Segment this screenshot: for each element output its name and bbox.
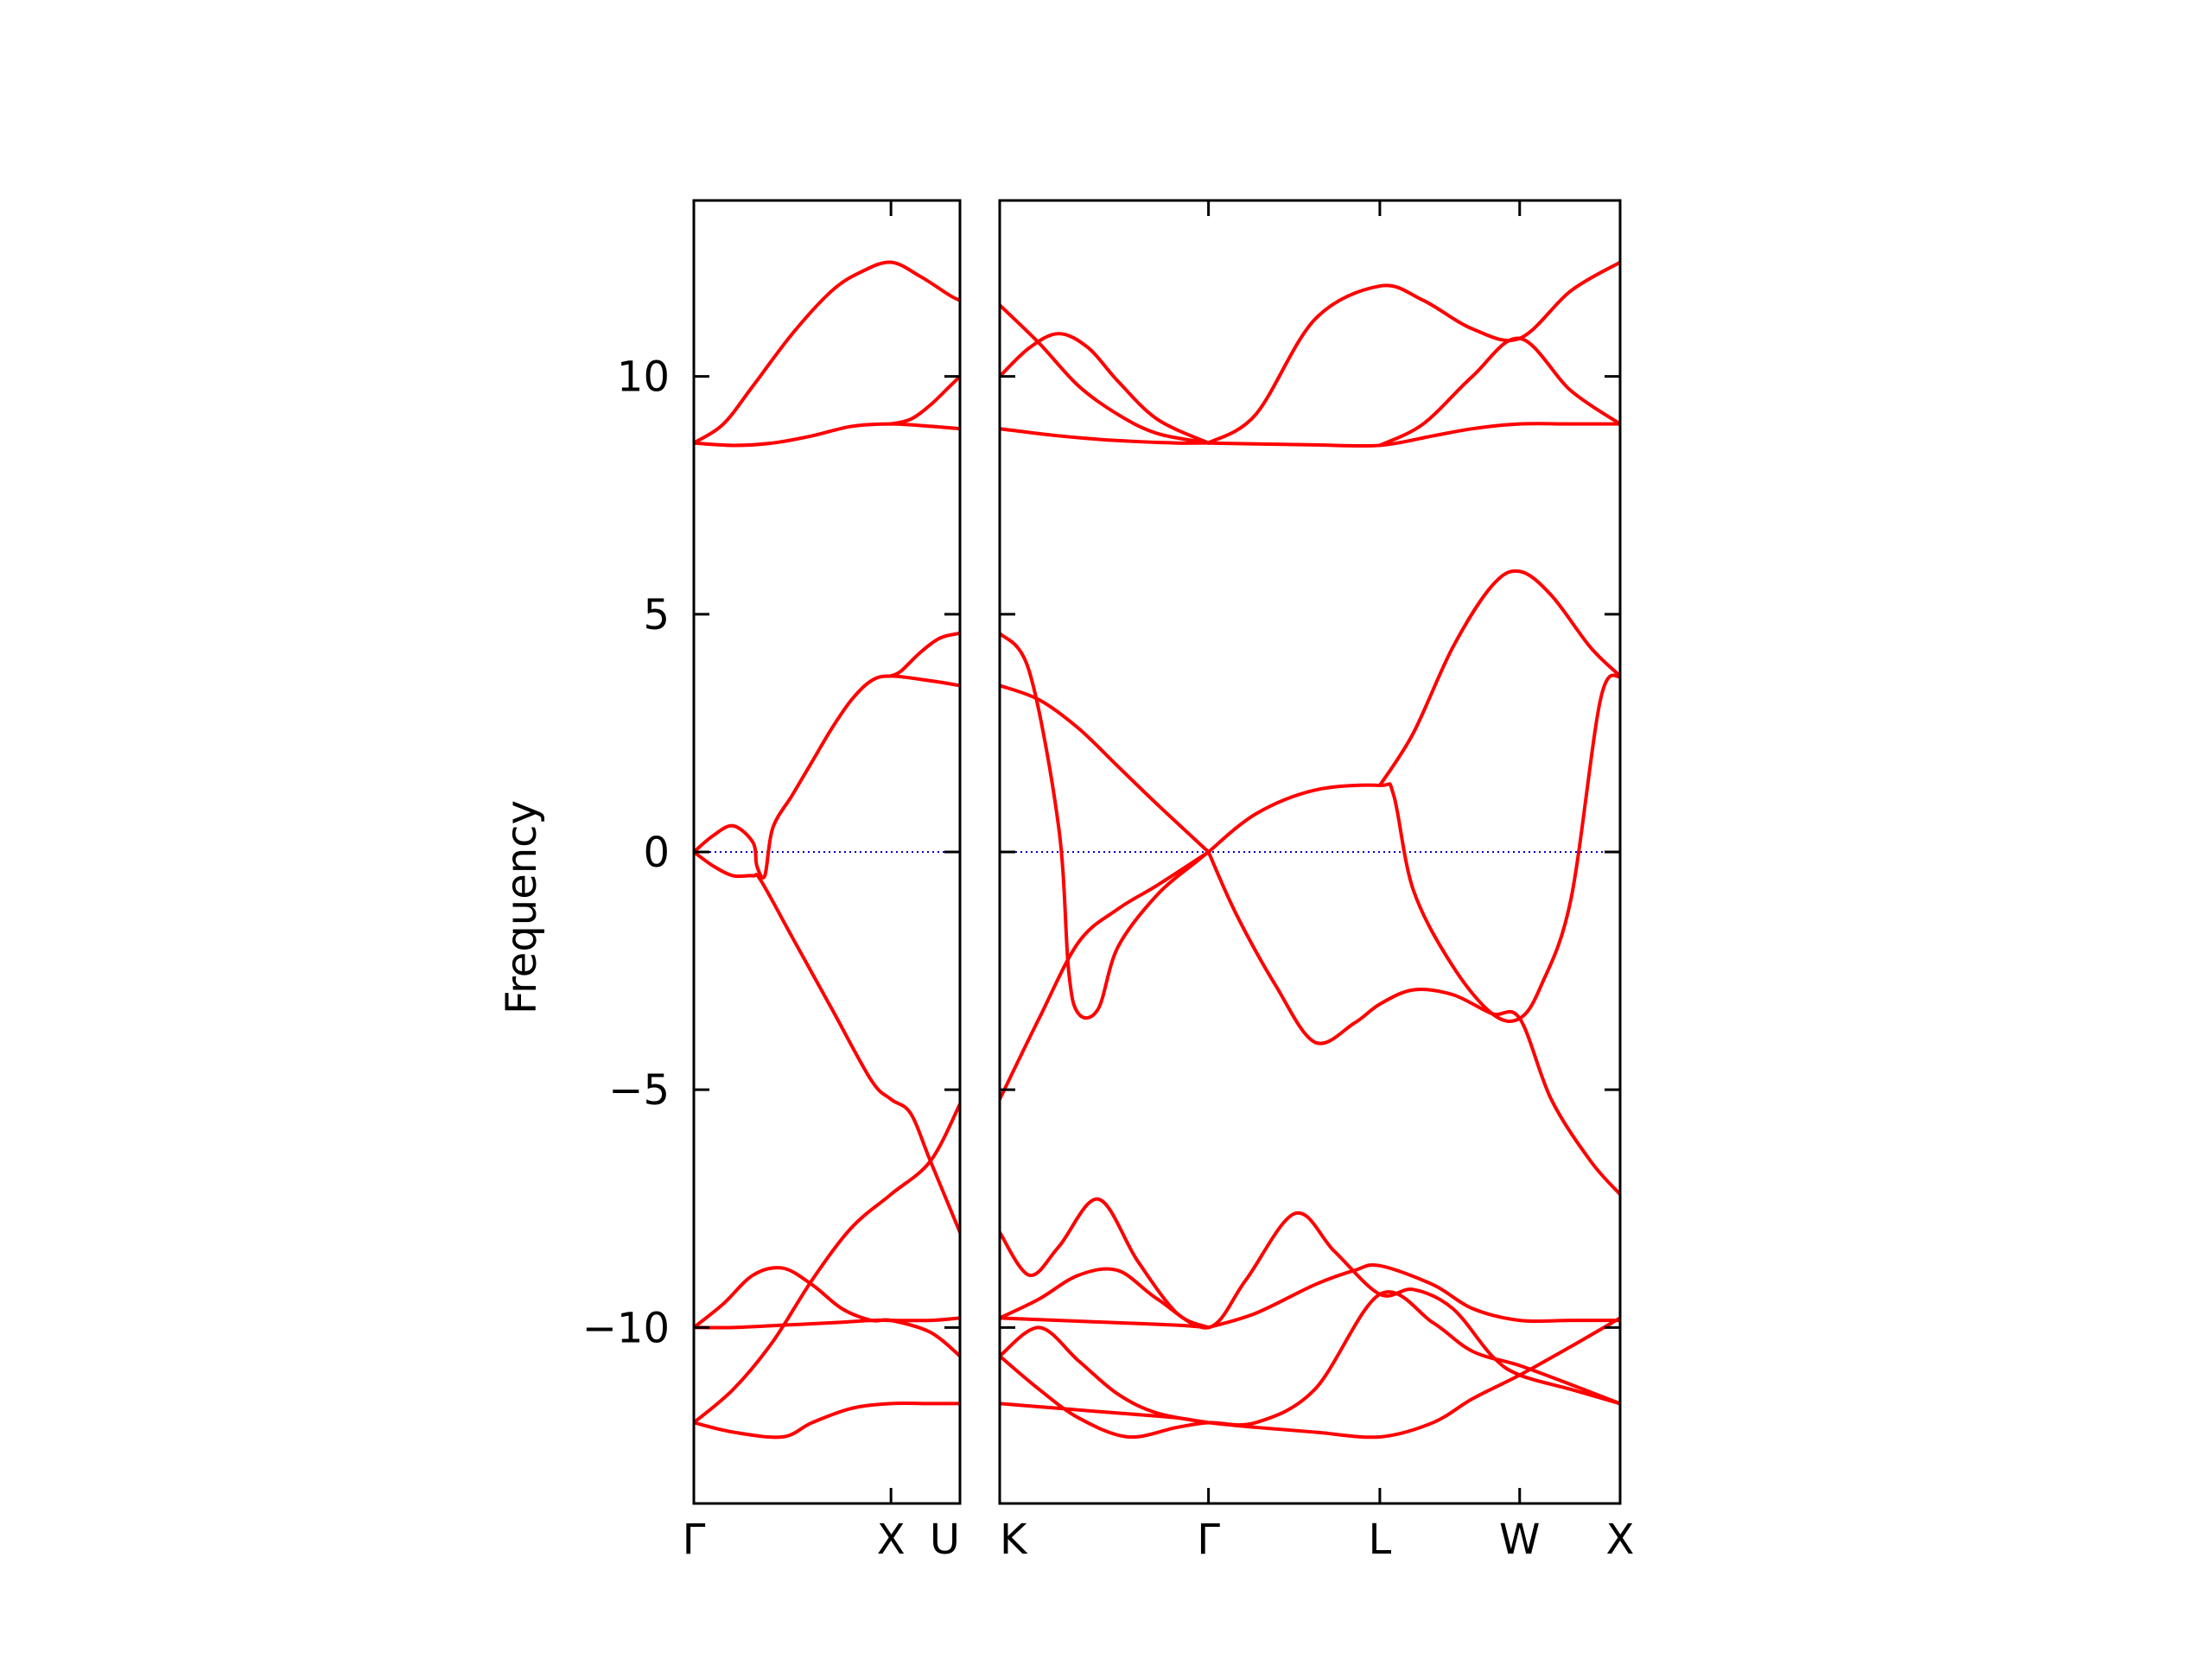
panel-1-band-17: [1206, 260, 1620, 445]
panel-1-band-5: [1206, 1263, 1620, 1330]
panel-0-band-10: [694, 260, 960, 445]
panel-1-band-12: [1000, 631, 1211, 1020]
panel-1-band-4: [1000, 1316, 1211, 1330]
panel-0-xtick-label-0: Γ: [683, 1516, 706, 1564]
panel-0-band-5: [694, 850, 960, 1235]
panel-1-band-8: [1206, 850, 1620, 1197]
panel-0-plot-area: [694, 260, 960, 1440]
panel-0-xtick-label-2: U: [930, 1516, 960, 1564]
panel-1-band-13: [1377, 569, 1620, 787]
panel-0-band-7: [889, 631, 960, 678]
panel-1-xtick-label-4: X: [1606, 1516, 1635, 1564]
panel-0-xtick-label-1: X: [877, 1516, 906, 1564]
panel-1-xtick-label-1: Γ: [1197, 1516, 1220, 1564]
panel-1-xtick-label-0: K: [1000, 1516, 1028, 1564]
panel-1-band-14: [1000, 422, 1620, 448]
ytick-label-4: −10: [582, 1304, 670, 1352]
panel-1-band-3: [1000, 1325, 1211, 1425]
panel-1-band-9: [1000, 850, 1211, 1102]
panel-0-band-2: [694, 1102, 960, 1425]
panel-1-band-6: [1000, 1211, 1620, 1406]
y-axis-label: Frequency: [498, 800, 546, 1014]
ytick-label-2: 0: [643, 829, 670, 877]
ytick-label-1: 5: [643, 591, 670, 639]
panel-1-xtick-label-3: W: [1499, 1516, 1540, 1564]
panel-0-band-9: [889, 374, 960, 426]
panel-1-plot-area: [1000, 260, 1620, 1440]
ytick-label-3: −5: [608, 1066, 670, 1115]
panel-1-band-7: [1000, 1197, 1211, 1330]
panel-0-band-4: [694, 1266, 960, 1358]
panel-1-band-18: [1377, 336, 1620, 448]
panel-0-band-6: [694, 674, 960, 880]
ytick-label-0: 10: [617, 353, 670, 402]
panel-1-band-16: [1000, 303, 1211, 445]
panel-1-band-2: [1000, 1290, 1620, 1440]
panel-0-band-3: [694, 1316, 960, 1330]
panel-0-band-1: [694, 1402, 960, 1440]
panel-1-band-11: [1206, 673, 1620, 1023]
panel-1-band-15: [1000, 332, 1211, 445]
panel-0-band-8: [694, 422, 960, 448]
panel-1-xtick-label-2: L: [1369, 1516, 1392, 1564]
